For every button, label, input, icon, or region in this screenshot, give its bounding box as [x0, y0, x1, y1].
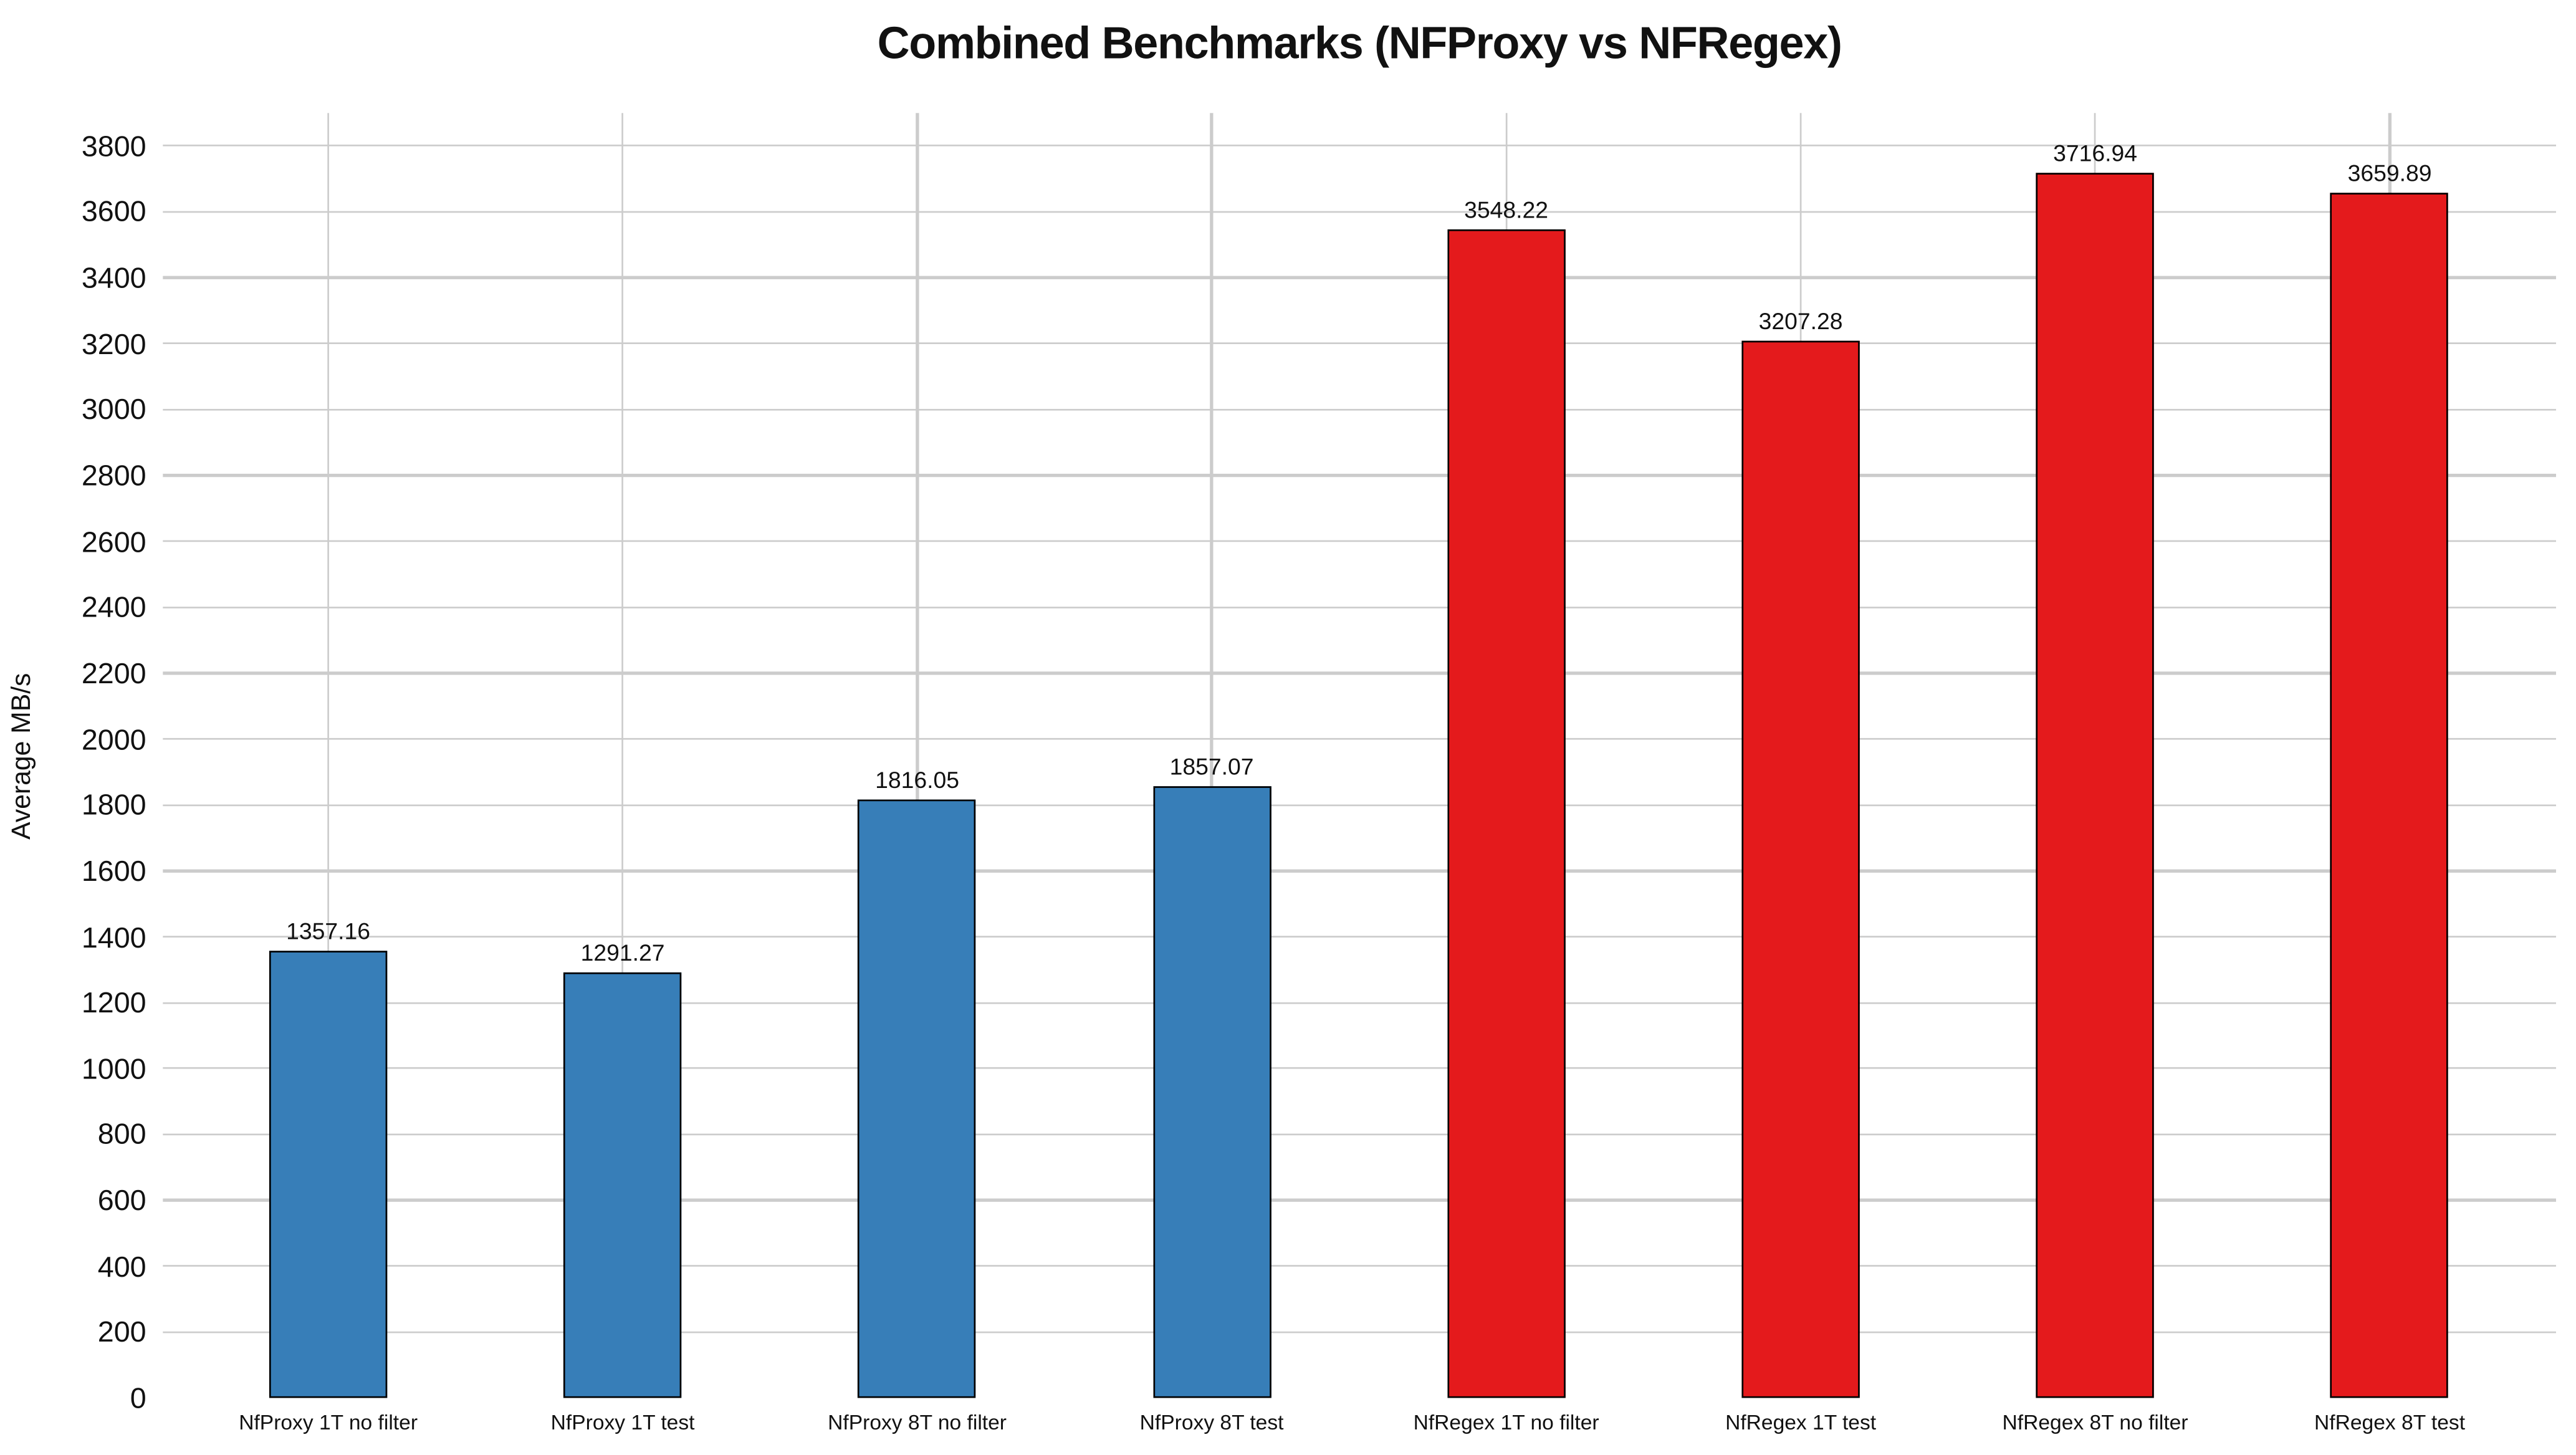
y-tick-label: 600 — [97, 1183, 146, 1217]
gridline-horizontal — [163, 1265, 2557, 1267]
x-tick-label: NfProxy 8T test — [1139, 1411, 1284, 1435]
bar-value-label: 3548.22 — [1464, 195, 1549, 223]
x-tick-label: NfRegex 8T test — [2314, 1411, 2466, 1435]
y-tick-label: 2200 — [81, 656, 146, 690]
x-tick-label: NfRegex 1T test — [1725, 1411, 1877, 1435]
y-tick-label: 3200 — [81, 327, 146, 360]
gridline-horizontal — [163, 145, 2557, 147]
y-tick-label: 0 — [130, 1381, 146, 1415]
gridline-horizontal — [163, 606, 2557, 608]
gridline-vertical — [916, 113, 919, 1398]
bar-value-label: 3716.94 — [2053, 140, 2138, 167]
x-tick-label: NfProxy 8T no filter — [828, 1411, 1007, 1435]
gridline-horizontal — [163, 1199, 2557, 1202]
y-tick-label: 3600 — [81, 195, 146, 229]
gridline-horizontal — [163, 1067, 2557, 1070]
gridline-vertical — [621, 113, 624, 1398]
gridline-horizontal — [163, 1331, 2557, 1333]
y-tick-label: 400 — [97, 1249, 146, 1283]
gridline-horizontal — [163, 870, 2557, 872]
y-tick-label: 1200 — [81, 986, 146, 1019]
bar — [563, 972, 682, 1398]
bar — [2036, 173, 2155, 1398]
gridline-horizontal — [163, 276, 2557, 279]
gridline-vertical — [1210, 113, 1213, 1398]
gridline-horizontal — [163, 342, 2557, 345]
y-tick-label: 3800 — [81, 129, 146, 163]
gridline-horizontal — [163, 408, 2557, 411]
gridline-horizontal — [163, 1133, 2557, 1136]
bar — [858, 799, 977, 1398]
y-tick-label: 3400 — [81, 261, 146, 295]
y-tick-label: 200 — [97, 1315, 146, 1349]
y-tick-label: 2400 — [81, 590, 146, 624]
bar — [269, 951, 388, 1398]
gridline-horizontal — [163, 1001, 2557, 1004]
bar-value-label: 1357.16 — [286, 917, 371, 944]
y-tick-label: 1600 — [81, 854, 146, 888]
bar — [1447, 229, 1566, 1398]
y-tick-label: 1000 — [81, 1052, 146, 1085]
gridline-vertical — [327, 113, 330, 1398]
gridline-horizontal — [163, 540, 2557, 543]
x-tick-label: NfProxy 1T no filter — [239, 1411, 418, 1435]
bar-value-label: 1857.07 — [1169, 752, 1254, 780]
gridline-horizontal — [163, 211, 2557, 213]
bar-value-label: 1816.05 — [875, 766, 960, 794]
plot-area: 1357.16 1291.27 1816.05 1857.07 3548.22 3207.… — [163, 113, 2557, 1398]
gridline-horizontal — [163, 474, 2557, 477]
bar-value-label: 3207.28 — [1758, 308, 1843, 335]
x-tick-label: NfRegex 8T no filter — [2002, 1411, 2188, 1435]
y-tick-label: 2800 — [81, 458, 146, 492]
gridline-horizontal — [163, 804, 2557, 806]
y-tick-label: 800 — [97, 1117, 146, 1151]
gridline-horizontal — [163, 737, 2557, 741]
y-tick-label: 2600 — [81, 524, 146, 559]
bar-value-label: 1291.27 — [580, 939, 665, 966]
y-tick-label: 1400 — [81, 920, 146, 954]
gridline-horizontal — [163, 672, 2557, 675]
chart-title: Combined Benchmarks (NFProxy vs NFRegex) — [877, 18, 1842, 69]
bar — [2330, 192, 2449, 1398]
gridline-horizontal — [163, 935, 2557, 938]
y-tick-label: 2000 — [81, 722, 146, 756]
bar-value-label: 3659.89 — [2347, 158, 2432, 186]
x-tick-label: NfProxy 1T test — [550, 1411, 695, 1435]
bar — [1152, 785, 1271, 1398]
bar — [1741, 341, 1860, 1398]
y-tick-label: 1800 — [81, 788, 146, 822]
y-tick-label: 3000 — [81, 393, 146, 426]
x-tick-label: NfRegex 1T no filter — [1413, 1411, 1599, 1435]
